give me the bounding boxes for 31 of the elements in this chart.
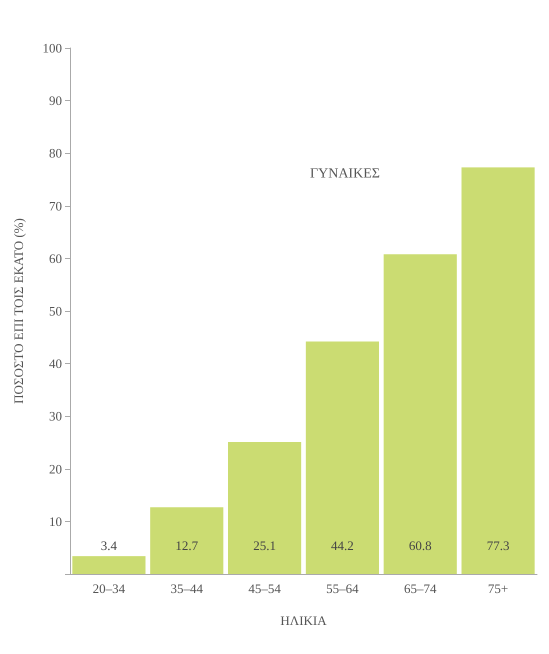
bar (228, 442, 302, 574)
y-tick-label: 70 (49, 198, 62, 214)
y-tick-label: 10 (49, 514, 62, 529)
text: ΓΥΝΑΙΚΕΣ (310, 166, 380, 182)
bar (384, 254, 457, 574)
data-label: 44.2 (331, 538, 354, 553)
bar (72, 556, 146, 574)
y-tick-label: 60 (49, 250, 62, 266)
bar (462, 167, 535, 574)
bar (306, 342, 379, 574)
y-tick-label: 80 (49, 146, 62, 161)
data-label: 12.7 (175, 538, 199, 553)
x-axis-title: ΗΛΙΚΙΑ (280, 613, 328, 628)
y-tick-label: 50 (49, 304, 62, 318)
data-label: 25.1 (253, 538, 276, 553)
x-tick-label: 55–64 (326, 581, 360, 596)
x-tick-label: 65–74 (404, 581, 437, 596)
y-tick-label: 40 (49, 356, 62, 372)
data-label: 77.3 (486, 538, 510, 553)
y-axis-title: ΠΟΣΟΣΤΟ ΕΠΙ ΤΟΙΣ ΕΚΑΤΟ (%) (11, 218, 26, 404)
y-tick-label: 100 (42, 40, 62, 56)
y-tick-label: 90 (49, 93, 62, 108)
y-tick-label: 20 (49, 461, 62, 476)
x-tick-label: 75+ (488, 581, 508, 596)
data-label: 3.4 (100, 538, 118, 553)
x-tick-label: 45–54 (248, 581, 282, 596)
bar (150, 507, 224, 574)
x-tick-label: 35–44 (170, 581, 204, 596)
y-tick-label: 30 (49, 408, 62, 424)
x-tick-label: 20–34 (92, 581, 126, 596)
data-label: 60.8 (408, 538, 432, 553)
